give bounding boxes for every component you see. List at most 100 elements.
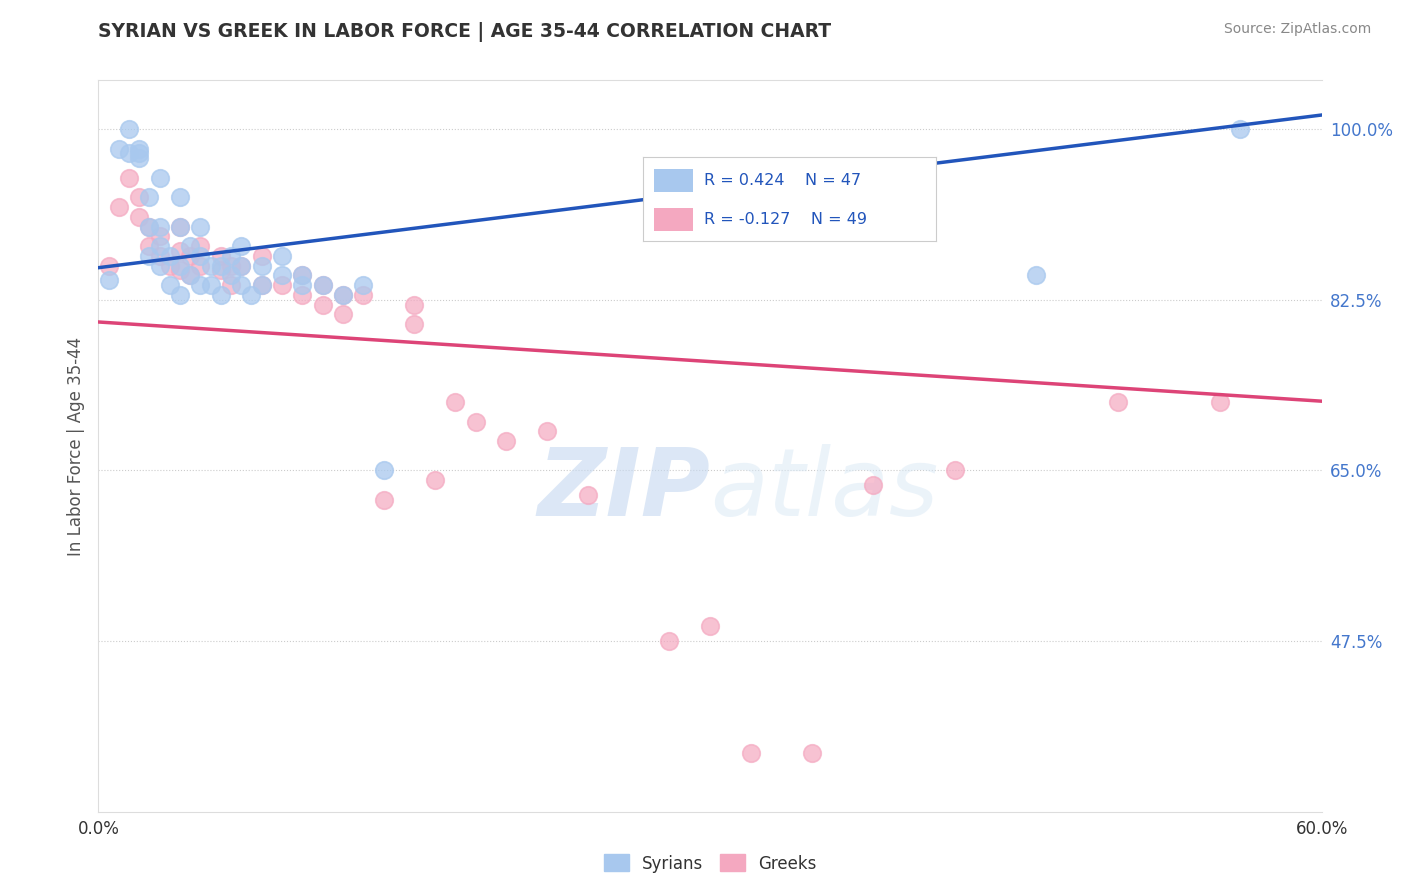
Point: [169, 259, 191, 273]
Point: [209, 249, 232, 263]
Point: [188, 239, 212, 253]
Point: [291, 268, 314, 283]
Point: [1229, 122, 1251, 136]
Text: ZIP: ZIP: [537, 444, 710, 536]
Point: [250, 259, 273, 273]
Point: [1025, 268, 1047, 283]
Point: [373, 463, 395, 477]
Point: [179, 249, 201, 263]
Point: [270, 278, 294, 293]
Point: [240, 288, 263, 302]
Point: [159, 259, 181, 273]
Point: [209, 288, 232, 302]
Point: [270, 249, 294, 263]
Point: [138, 190, 160, 204]
Point: [231, 259, 253, 273]
Point: [536, 425, 558, 439]
Legend: Syrians, Greeks: Syrians, Greeks: [598, 847, 823, 880]
Point: [291, 278, 314, 293]
Point: [1107, 395, 1129, 409]
Point: [1209, 395, 1232, 409]
Point: [169, 263, 191, 277]
Point: [862, 478, 884, 492]
Point: [149, 249, 172, 263]
Point: [188, 219, 212, 234]
Point: [138, 239, 160, 253]
Point: [149, 170, 172, 185]
Text: Source: ZipAtlas.com: Source: ZipAtlas.com: [1223, 22, 1371, 37]
Point: [209, 263, 232, 277]
Point: [138, 249, 160, 263]
Point: [128, 142, 150, 156]
Point: [97, 273, 120, 287]
Point: [200, 259, 222, 273]
Point: [219, 268, 242, 283]
Point: [291, 288, 314, 302]
Point: [169, 190, 191, 204]
Point: [108, 200, 131, 214]
Y-axis label: In Labor Force | Age 35-44: In Labor Force | Age 35-44: [66, 336, 84, 556]
Point: [169, 288, 191, 302]
Point: [699, 619, 721, 633]
Point: [219, 259, 242, 273]
Point: [231, 239, 253, 253]
Point: [138, 219, 160, 234]
Point: [312, 278, 335, 293]
Point: [188, 249, 212, 263]
Point: [118, 170, 141, 185]
Point: [149, 259, 172, 273]
Point: [312, 278, 335, 293]
Point: [943, 463, 966, 477]
Point: [219, 249, 242, 263]
Point: [159, 278, 181, 293]
Point: [219, 278, 242, 293]
Point: [312, 297, 335, 311]
Point: [464, 415, 486, 429]
Point: [404, 317, 426, 331]
Point: [231, 259, 253, 273]
Point: [128, 146, 150, 161]
Point: [423, 473, 446, 487]
Point: [159, 249, 181, 263]
Point: [495, 434, 517, 449]
Point: [352, 288, 374, 302]
Point: [250, 278, 273, 293]
Point: [332, 288, 354, 302]
Point: [128, 190, 150, 204]
Point: [250, 278, 273, 293]
Point: [179, 239, 201, 253]
Point: [138, 219, 160, 234]
Point: [179, 268, 201, 283]
Point: [179, 268, 201, 283]
Point: [200, 278, 222, 293]
Point: [128, 151, 150, 165]
Point: [404, 297, 426, 311]
Text: atlas: atlas: [710, 444, 938, 535]
Point: [332, 307, 354, 321]
Point: [250, 249, 273, 263]
Point: [188, 259, 212, 273]
Point: [352, 278, 374, 293]
Point: [169, 244, 191, 258]
Point: [444, 395, 467, 409]
Point: [97, 259, 120, 273]
Point: [169, 219, 191, 234]
Point: [118, 146, 141, 161]
Point: [128, 210, 150, 224]
Point: [149, 219, 172, 234]
Text: SYRIAN VS GREEK IN LABOR FORCE | AGE 35-44 CORRELATION CHART: SYRIAN VS GREEK IN LABOR FORCE | AGE 35-…: [98, 22, 831, 42]
Point: [740, 746, 762, 760]
Point: [118, 122, 141, 136]
Point: [149, 229, 172, 244]
Point: [373, 492, 395, 507]
Point: [801, 746, 824, 760]
Point: [332, 288, 354, 302]
Point: [576, 488, 599, 502]
Point: [270, 268, 294, 283]
Point: [231, 278, 253, 293]
Point: [291, 268, 314, 283]
Point: [149, 239, 172, 253]
Point: [169, 219, 191, 234]
Point: [188, 278, 212, 293]
Point: [108, 142, 131, 156]
